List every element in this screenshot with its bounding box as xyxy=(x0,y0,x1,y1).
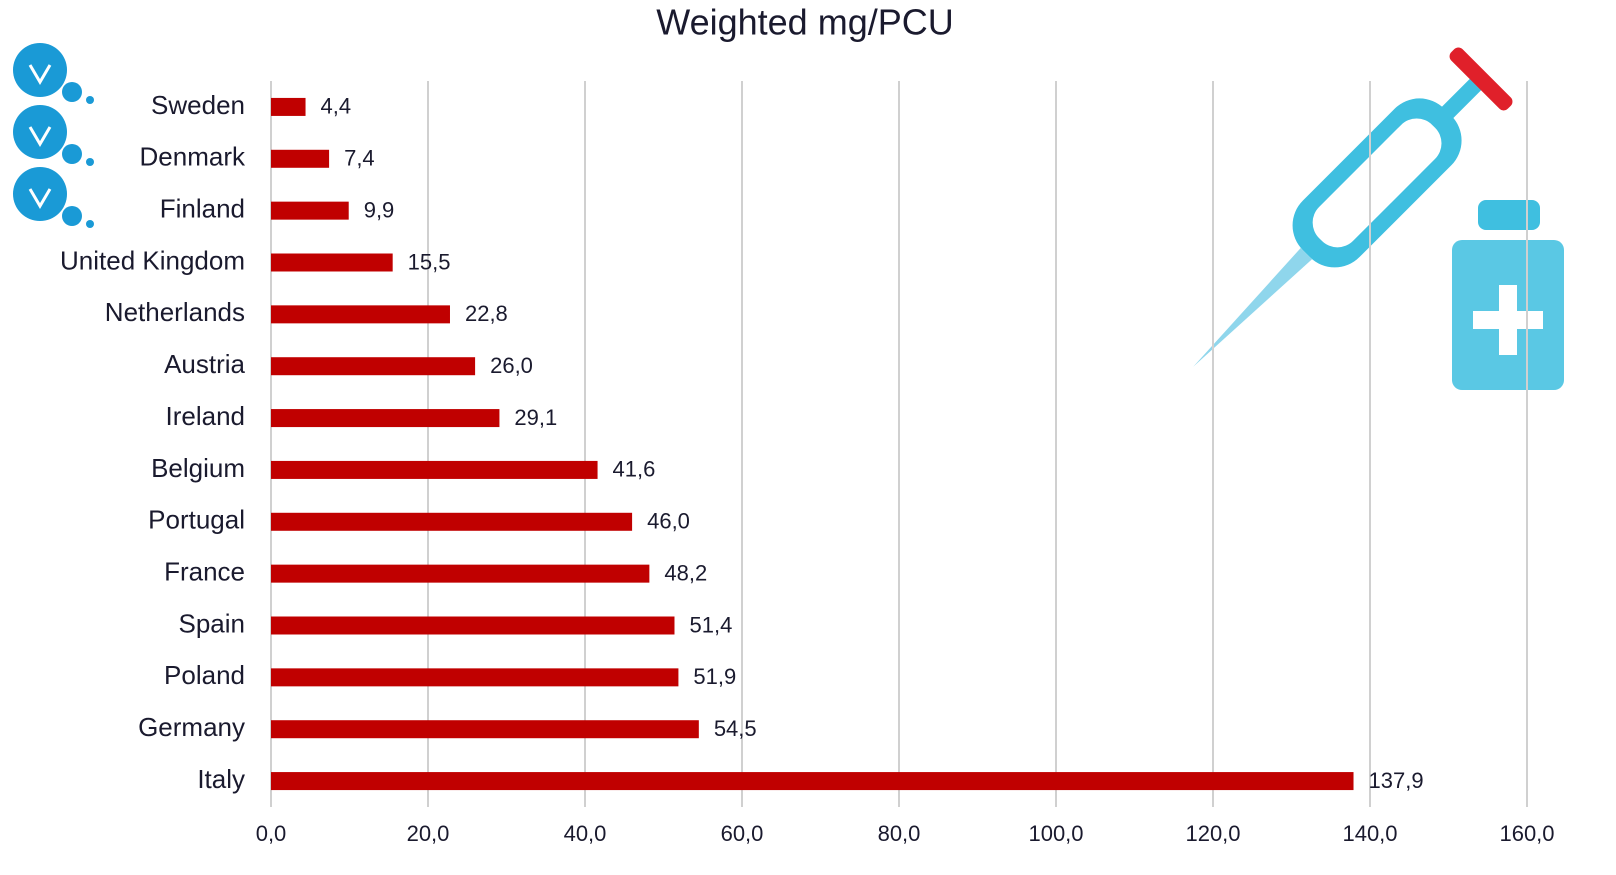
y-tick-label: Poland xyxy=(164,660,245,690)
value-label: 29,1 xyxy=(514,405,557,430)
x-tick-label: 80,0 xyxy=(878,821,921,846)
value-label: 54,5 xyxy=(714,716,757,741)
x-tick-label: 40,0 xyxy=(564,821,607,846)
value-label: 48,2 xyxy=(664,560,707,585)
value-label: 22,8 xyxy=(465,301,508,326)
x-tick-label: 60,0 xyxy=(721,821,764,846)
value-label: 15,5 xyxy=(408,249,451,274)
bar xyxy=(271,149,330,168)
value-label: 51,4 xyxy=(689,612,732,637)
bar xyxy=(271,201,349,220)
bar xyxy=(271,409,500,428)
y-tick-label: Belgium xyxy=(151,453,245,483)
y-tick-label: France xyxy=(164,557,245,587)
value-label: 51,9 xyxy=(693,664,736,689)
y-tick-label: Spain xyxy=(179,608,246,638)
bar xyxy=(271,305,450,324)
chart-title: Weighted mg/PCU xyxy=(656,2,953,43)
y-tick-label: United Kingdom xyxy=(60,245,245,275)
y-tick-label: Austria xyxy=(164,349,245,379)
x-tick-label: 20,0 xyxy=(407,821,450,846)
y-tick-label: Netherlands xyxy=(105,297,245,327)
x-tick-label: 100,0 xyxy=(1028,821,1083,846)
bar xyxy=(271,616,675,635)
bar xyxy=(271,253,393,272)
bar xyxy=(271,564,650,583)
bar xyxy=(271,668,679,687)
y-tick-label: Denmark xyxy=(140,142,246,172)
value-label: 46,0 xyxy=(647,509,690,534)
y-tick-label: Ireland xyxy=(166,401,246,431)
y-tick-label: Germany xyxy=(138,712,245,742)
bar xyxy=(271,720,699,739)
value-label: 4,4 xyxy=(321,94,352,119)
y-tick-label: Sweden xyxy=(151,90,245,120)
decor-bubbles xyxy=(13,43,94,228)
x-tick-label: 160,0 xyxy=(1499,821,1554,846)
y-tick-label: Italy xyxy=(197,764,245,794)
bar xyxy=(271,460,598,479)
bar xyxy=(271,357,476,376)
x-tick-label: 120,0 xyxy=(1185,821,1240,846)
y-tick-label: Finland xyxy=(160,194,245,224)
bar xyxy=(271,97,306,116)
bar xyxy=(271,512,633,531)
value-label: 26,0 xyxy=(490,353,533,378)
value-label: 41,6 xyxy=(613,457,656,482)
x-tick-label: 0,0 xyxy=(256,821,287,846)
bar xyxy=(271,772,1354,791)
value-label: 137,9 xyxy=(1369,768,1424,793)
value-label: 9,9 xyxy=(364,197,395,222)
decor-syringe xyxy=(1193,47,1564,390)
x-tick-label: 140,0 xyxy=(1342,821,1397,846)
value-label: 7,4 xyxy=(344,146,375,171)
y-tick-label: Portugal xyxy=(148,505,245,535)
